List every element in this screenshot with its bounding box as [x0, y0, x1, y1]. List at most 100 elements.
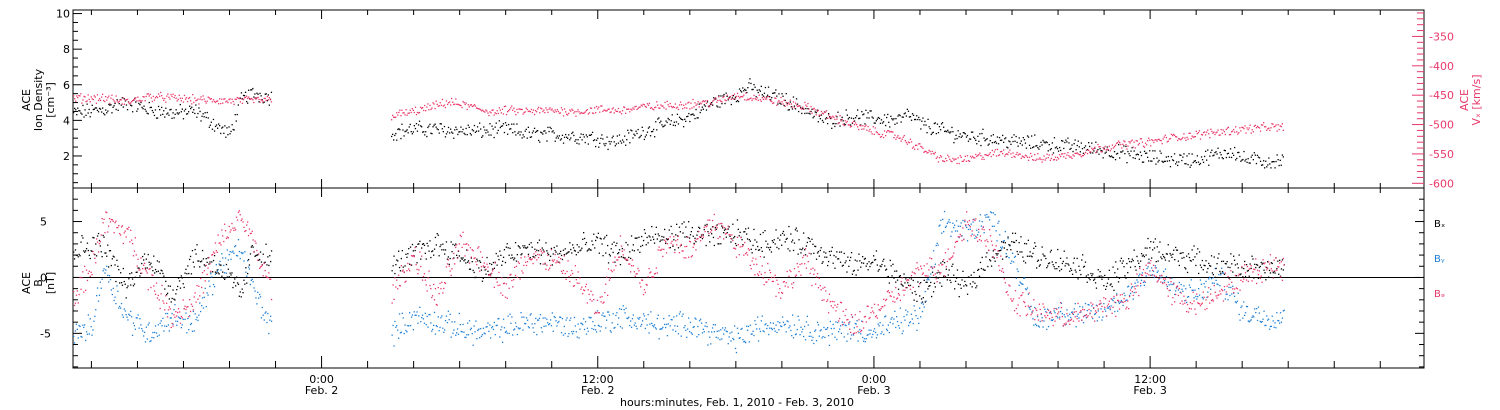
data-point [1282, 129, 1284, 131]
data-point [983, 232, 985, 234]
data-point [1007, 237, 1009, 240]
data-point [120, 226, 123, 228]
data-point [221, 127, 223, 129]
data-point [736, 219, 739, 221]
data-point [535, 254, 537, 257]
data-point [607, 108, 609, 110]
data-point [1194, 289, 1196, 291]
data-point [507, 133, 509, 135]
data-point [708, 331, 710, 333]
data-point [783, 104, 785, 107]
data-point [966, 134, 969, 137]
data-point [857, 126, 859, 128]
data-point [476, 258, 478, 260]
data-point [903, 315, 905, 318]
data-point [215, 272, 217, 274]
left-axis-tick-label: 10 [56, 8, 70, 21]
data-point [1038, 326, 1040, 328]
data-point [89, 257, 91, 260]
data-point [1114, 144, 1117, 146]
data-point [812, 108, 814, 110]
data-point [96, 295, 98, 297]
data-point [181, 317, 183, 319]
data-point [936, 242, 938, 244]
data-point [554, 249, 556, 252]
data-point [1070, 311, 1073, 313]
data-point [1143, 256, 1145, 258]
data-point [423, 273, 426, 275]
data-point [747, 325, 750, 328]
data-point [1058, 307, 1060, 309]
data-point [975, 139, 977, 141]
data-point [261, 100, 263, 102]
data-point [819, 330, 821, 332]
data-point [1216, 263, 1218, 265]
data-point [939, 155, 942, 157]
data-point [172, 325, 174, 327]
left-axis-title: B [32, 279, 45, 287]
data-point [1274, 272, 1276, 274]
data-point [1064, 265, 1066, 267]
data-point [976, 285, 978, 287]
data-point [122, 106, 124, 108]
data-point [1074, 269, 1076, 271]
data-point [751, 99, 753, 102]
data-point [994, 149, 997, 151]
data-point [235, 285, 237, 287]
data-point [552, 110, 554, 112]
data-point [554, 253, 556, 256]
data-point [463, 260, 465, 262]
data-point [1009, 244, 1011, 246]
data-point [682, 108, 684, 110]
data-point [1247, 158, 1249, 160]
data-point [876, 118, 878, 120]
data-point [666, 335, 669, 337]
data-point [767, 243, 769, 245]
data-point [950, 131, 952, 133]
data-point [941, 160, 944, 162]
data-point [1122, 150, 1124, 152]
data-point [781, 232, 784, 235]
data-point [401, 270, 403, 272]
data-point [193, 109, 195, 111]
data-point [248, 268, 251, 270]
data-point [1262, 262, 1264, 264]
data-point [579, 328, 581, 330]
data-point [615, 314, 617, 317]
data-point [992, 212, 994, 214]
data-point [1019, 251, 1021, 253]
data-point [940, 156, 943, 158]
data-point [405, 130, 407, 132]
data-point [659, 240, 661, 243]
data-point [1049, 251, 1052, 253]
data-point [943, 160, 945, 162]
data-point [977, 154, 979, 157]
data-point [1073, 308, 1075, 310]
data-point [481, 334, 484, 336]
data-point [850, 334, 853, 336]
data-point [225, 237, 228, 240]
data-point [409, 263, 411, 265]
data-point [865, 124, 867, 126]
data-point [877, 270, 879, 272]
data-point [1024, 262, 1027, 264]
data-point [930, 133, 932, 136]
data-point [732, 223, 734, 225]
data-point [435, 244, 437, 246]
data-point [398, 128, 400, 130]
data-point [1046, 328, 1048, 331]
data-point [1044, 142, 1046, 144]
data-point [401, 312, 403, 314]
data-point [121, 284, 124, 286]
data-point [967, 140, 970, 142]
data-point [441, 315, 443, 317]
data-point [927, 288, 929, 290]
data-point [451, 97, 453, 100]
data-point [781, 101, 783, 103]
data-point [841, 118, 843, 120]
data-point [162, 317, 164, 319]
data-point [395, 132, 397, 135]
data-point [889, 126, 891, 128]
data-point [1241, 267, 1243, 269]
data-point [978, 220, 981, 222]
